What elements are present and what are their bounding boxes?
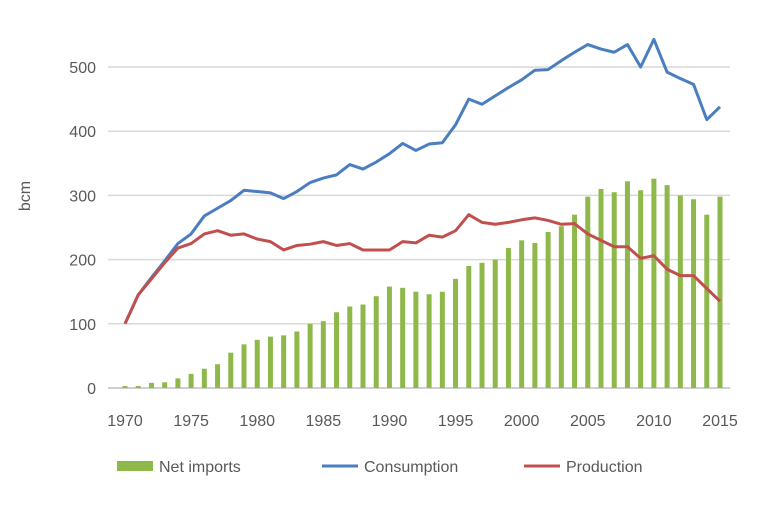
bar-net-imports	[572, 214, 578, 388]
bar-net-imports	[201, 368, 207, 388]
bar-net-imports	[664, 185, 670, 388]
bar-net-imports	[413, 291, 419, 388]
bar-net-imports	[294, 331, 300, 388]
bar-net-imports	[704, 214, 710, 388]
x-tick-label: 1995	[438, 413, 474, 430]
y-tick-label: 100	[69, 317, 96, 334]
legend-label: Net imports	[159, 459, 241, 476]
bar-net-imports	[677, 195, 683, 388]
y-tick-label: 200	[69, 253, 96, 270]
bar-net-imports	[439, 291, 445, 388]
x-tick-label: 2015	[702, 413, 738, 430]
x-tick-label: 1970	[107, 413, 143, 430]
bar-net-imports	[426, 294, 432, 388]
bar-net-imports	[175, 378, 181, 388]
bar-net-imports	[400, 287, 406, 388]
bar-net-imports	[347, 306, 353, 388]
bar-net-imports	[453, 278, 459, 388]
x-tick-label: 1975	[173, 413, 209, 430]
line-consumption	[123, 37, 722, 325]
bar-net-imports	[717, 196, 723, 388]
y-axis-label: bcm	[17, 181, 34, 211]
x-tick-label: 1985	[306, 413, 342, 430]
bar-net-imports	[148, 382, 154, 388]
y-tick-label: 300	[69, 188, 96, 205]
bar-net-imports	[122, 386, 128, 388]
bar-net-imports	[162, 382, 168, 388]
bar-net-imports	[386, 286, 392, 388]
x-tick-label: 2005	[570, 413, 606, 430]
bar-net-imports	[215, 364, 221, 388]
bar-net-imports	[545, 231, 551, 388]
bar-net-imports	[505, 248, 511, 388]
bar-net-imports	[479, 262, 485, 388]
line-production	[123, 213, 722, 325]
bar-net-imports	[188, 373, 194, 388]
bar-net-imports	[320, 321, 326, 388]
bar-net-imports	[598, 188, 604, 388]
bar-net-imports	[585, 196, 591, 388]
bar-net-imports	[241, 344, 247, 388]
y-tick-label: 0	[87, 381, 96, 398]
bar-net-imports	[492, 259, 498, 388]
bar-net-imports	[334, 312, 340, 388]
bar-net-imports	[558, 226, 564, 388]
bar-net-imports	[373, 296, 379, 388]
bar-net-imports	[638, 190, 644, 388]
bar-net-imports	[307, 323, 313, 388]
bar-net-imports	[228, 352, 234, 388]
bar-net-imports	[466, 266, 472, 388]
bar-net-imports	[267, 336, 273, 388]
y-tick-label: 500	[69, 60, 96, 77]
bar-net-imports	[281, 335, 287, 388]
bar-net-imports	[135, 386, 141, 388]
legend-label: Consumption	[364, 459, 458, 476]
bar-net-imports	[624, 181, 630, 388]
x-tick-label: 2000	[504, 413, 540, 430]
x-tick-label: 1990	[372, 413, 408, 430]
bar-net-imports	[519, 240, 525, 388]
bar-net-imports	[532, 242, 538, 388]
legend-label: Production	[566, 459, 643, 476]
x-tick-label: 2010	[636, 413, 672, 430]
bar-net-imports	[611, 192, 617, 388]
x-tick-label: 1980	[239, 413, 275, 430]
bar-net-imports	[254, 339, 260, 388]
bar-net-imports	[360, 304, 366, 388]
legend-swatch-0	[117, 461, 153, 471]
bar-net-imports	[691, 199, 697, 388]
y-tick-label: 400	[69, 124, 96, 141]
bar-net-imports	[651, 178, 657, 388]
